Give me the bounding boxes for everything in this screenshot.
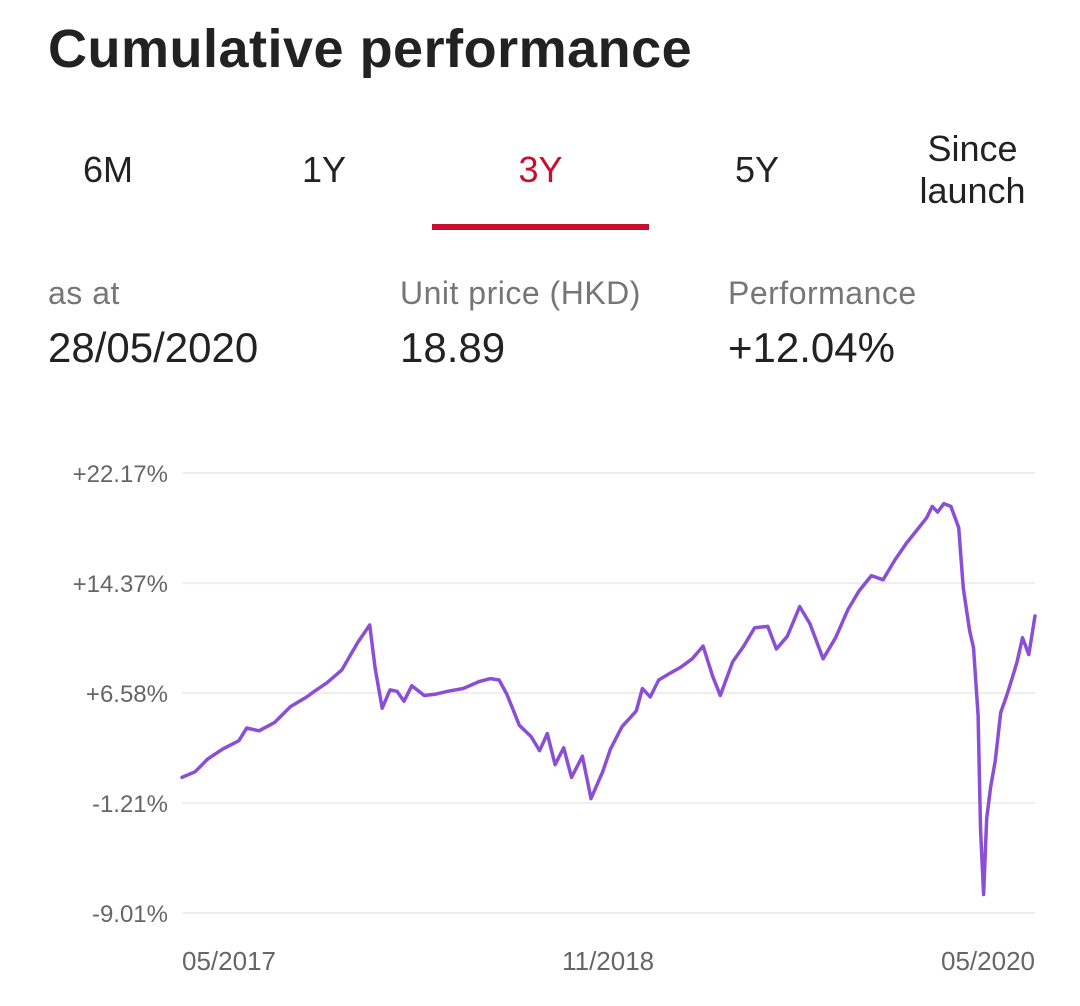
unit-price-label: Unit price (HKD) — [400, 275, 641, 311]
performance-stat: Performance +12.04% — [728, 275, 917, 372]
performance-chart: +22.17% +14.37% +6.58% -1.21% -9.01% 05/2017 1… — [73, 461, 1037, 976]
as-at-label: as at — [48, 275, 120, 311]
tab-since-launch[interactable]: Since launch — [919, 128, 1026, 211]
y-tick-label-0: +22.17% — [73, 461, 168, 488]
performance-label: Performance — [728, 275, 917, 311]
active-tab-indicator — [432, 224, 649, 230]
series-line-0 — [180, 501, 1037, 897]
x-tick-label-0: 05/2017 — [182, 946, 276, 976]
performance-value: +12.04% — [728, 324, 895, 371]
page-title: Cumulative performance — [48, 19, 693, 79]
y-tick-label-1: +14.37% — [73, 571, 168, 598]
tab-3y[interactable]: 3Y — [518, 149, 563, 190]
unit-price-value: 18.89 — [400, 324, 506, 371]
tab-5y[interactable]: 5Y — [734, 149, 780, 190]
unit-price-stat: Unit price (HKD) 18.89 — [400, 275, 641, 372]
x-tick-label-1: 11/2018 — [562, 946, 654, 976]
period-tabs: 6M 1Y 3Y 5Y Since launch — [0, 110, 1080, 235]
as-at-stat: as at 28/05/2020 — [48, 275, 258, 372]
y-tick-label-2: +6.58% — [86, 681, 168, 708]
as-at-value: 28/05/2020 — [48, 324, 259, 371]
x-tick-label-2: 05/2020 — [941, 946, 1035, 976]
tab-1y[interactable]: 1Y — [301, 149, 347, 190]
tab-6m[interactable]: 6M — [82, 149, 133, 190]
y-tick-label-3: -1.21% — [92, 791, 168, 818]
y-tick-label-4: -9.01% — [92, 901, 168, 928]
